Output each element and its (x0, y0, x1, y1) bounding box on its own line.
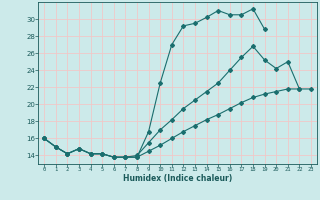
X-axis label: Humidex (Indice chaleur): Humidex (Indice chaleur) (123, 174, 232, 183)
